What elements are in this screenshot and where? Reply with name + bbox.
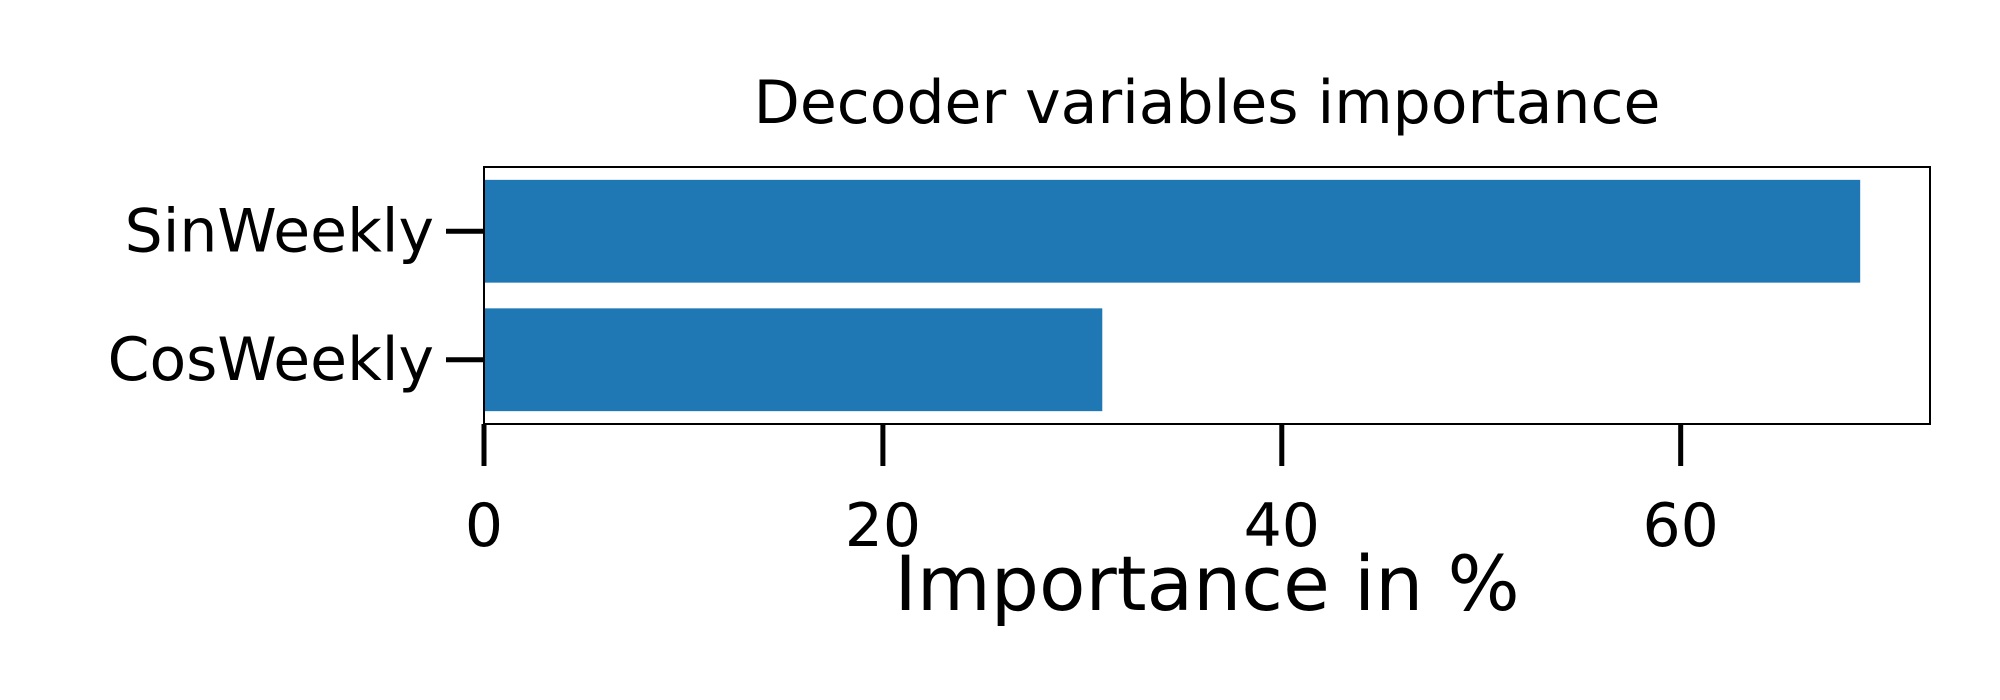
x-axis-label: Importance in % [894,539,1519,628]
y-axis: SinWeekly CosWeekly [108,196,484,395]
x-tick-label: 0 [465,491,503,561]
chart-title: Decoder variables importance [754,68,1661,138]
bars [484,179,1861,412]
y-tick-label: CosWeekly [108,325,434,395]
x-tick-label: 60 [1643,491,1719,561]
bar-cosweekly [484,308,1103,412]
plot-frame [483,166,1931,425]
x-axis: 0 20 40 60 [465,424,1719,561]
y-tick-label: SinWeekly [125,196,434,266]
x-tick-label: 40 [1244,491,1320,561]
x-tick-label: 20 [845,491,921,561]
bar-sinweekly [484,179,1861,283]
